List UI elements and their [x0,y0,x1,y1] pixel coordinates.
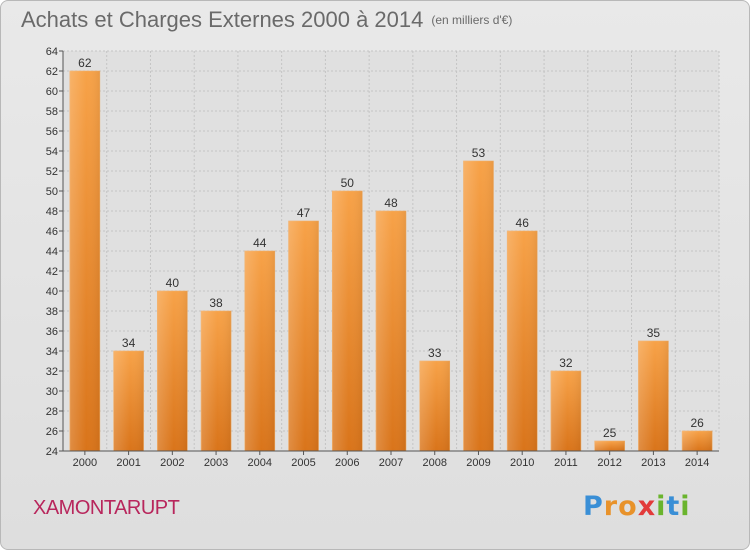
y-tick-label: 62 [46,66,58,78]
x-tick-label-2006: 2006 [335,457,359,469]
chart-unit: (en milliers d'€) [431,13,513,27]
bar-shine [638,341,669,451]
data-label-2003: 38 [209,296,223,310]
bar-shine [201,311,232,451]
x-axis: 2000 2001 2002 2003 2004 2005 2006 2007 2008 2009… [63,450,719,469]
x-tick-label-2013: 2013 [641,457,665,469]
y-tick-label: 48 [46,206,58,218]
x-tick-label-2001: 2001 [116,457,140,469]
y-tick-label: 36 [46,326,58,338]
logo-letter: P [583,491,604,522]
y-tick-label: 46 [46,226,58,238]
x-tick-label-2004: 2004 [248,457,272,469]
logo-letter: i [680,491,691,522]
bar-shine [244,251,275,451]
y-tick-label: 60 [46,86,58,98]
x-tick-label-2007: 2007 [379,457,403,469]
bar-shine [157,291,188,451]
proxiti-logo: Proxiti [583,491,691,522]
data-label-2002: 40 [166,276,180,290]
logo-letter: o [618,491,638,522]
x-tick-label-2002: 2002 [160,457,184,469]
y-tick-label: 34 [46,346,58,358]
data-label-2004: 44 [253,236,267,250]
bar-shine [507,231,538,451]
y-tick-label: 24 [46,446,58,458]
y-tick-label: 64 [46,46,58,58]
data-label-2006: 50 [341,176,355,190]
data-label-2014: 26 [690,416,704,430]
y-tick-label: 50 [46,186,58,198]
y-tick-label: 56 [46,126,58,138]
y-tick-label: 52 [46,166,58,178]
y-axis: 24 26 28 30 32 34 36 38 40 42 44 46 48 50 52 54 56 58 60 62… [46,46,64,458]
y-tick-label: 54 [46,146,58,158]
commune-name: XAMONTARUPT [33,497,180,519]
x-tick-label-2005: 2005 [291,457,315,469]
x-tick-label-2010: 2010 [510,457,534,469]
data-labels: 62 34 40 38 44 47 50 48 33 53 46 32 25 35 26 [78,56,704,440]
data-label-2005: 47 [297,206,311,220]
data-label-2013: 35 [647,326,661,340]
data-label-2001: 34 [122,336,136,350]
bar-shine [376,211,406,451]
x-tick-label-2012: 2012 [597,457,621,469]
bar-shine [419,361,450,451]
chart-title: Achats et Charges Externes 2000 à 2014 (e… [21,7,512,33]
bar-shine [113,351,144,451]
logo-letter: r [603,491,619,522]
y-tick-label: 44 [46,246,58,258]
data-label-2009: 53 [472,146,486,160]
logo-letter: t [666,491,681,522]
bar-shine [550,371,581,451]
x-tick-label-2000: 2000 [73,457,97,469]
y-tick-label: 26 [46,426,58,438]
logo-letter: x [637,491,657,522]
bar-shine [332,191,363,451]
data-label-2008: 33 [428,346,442,360]
bar-shine [69,71,100,451]
x-tick-label-2014: 2014 [685,457,709,469]
data-label-2000: 62 [78,56,92,70]
data-label-2012: 25 [603,426,617,440]
data-label-2007: 48 [384,196,398,210]
bar-shine [463,161,494,451]
bar-shine [594,441,625,451]
x-tick-label-2008: 2008 [422,457,446,469]
y-tick-label: 42 [46,266,58,278]
chart-title-text: Achats et Charges Externes 2000 à 2014 [21,7,424,32]
y-tick-label: 32 [46,366,58,378]
y-tick-label: 40 [46,286,58,298]
y-tick-label: 58 [46,106,58,118]
x-tick-label-2011: 2011 [554,457,578,469]
y-tick-label: 38 [46,306,58,318]
x-tick-label-2003: 2003 [204,457,228,469]
y-tick-label: 28 [46,406,58,418]
data-label-2011: 32 [559,356,573,370]
bar-shine [288,221,319,451]
bar-shine [682,431,713,451]
logo-letter: i [656,491,667,522]
y-tick-label: 30 [46,386,58,398]
x-tick-label-2009: 2009 [466,457,490,469]
data-label-2010: 46 [516,216,530,230]
bars [69,70,713,452]
